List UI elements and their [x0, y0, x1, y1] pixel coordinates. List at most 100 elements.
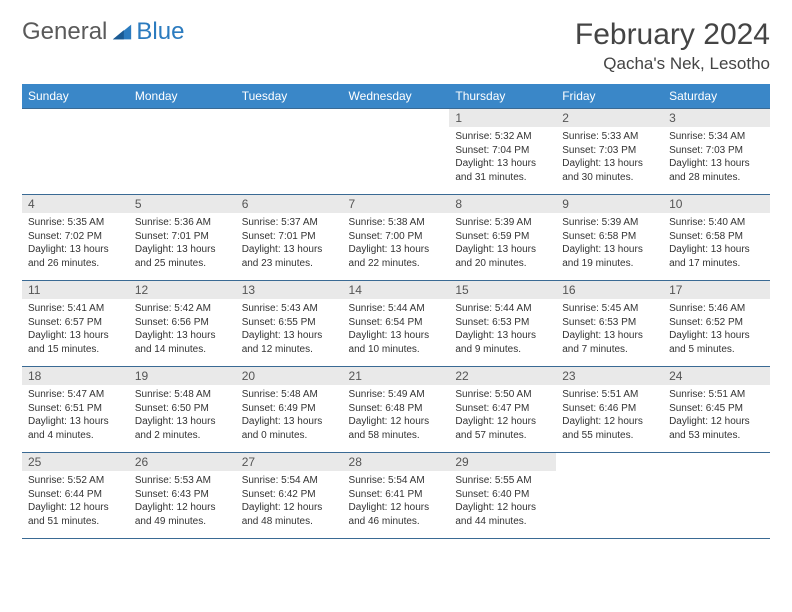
day-header-row: SundayMondayTuesdayWednesdayThursdayFrid…: [22, 84, 770, 109]
calendar-week: 4Sunrise: 5:35 AMSunset: 7:02 PMDaylight…: [22, 195, 770, 281]
calendar-cell: 29Sunrise: 5:55 AMSunset: 6:40 PMDayligh…: [449, 453, 556, 539]
day-details: Sunrise: 5:47 AMSunset: 6:51 PMDaylight:…: [22, 385, 129, 446]
day-number: 19: [129, 367, 236, 385]
calendar-week: 25Sunrise: 5:52 AMSunset: 6:44 PMDayligh…: [22, 453, 770, 539]
calendar-cell: 9Sunrise: 5:39 AMSunset: 6:58 PMDaylight…: [556, 195, 663, 281]
calendar-cell: 20Sunrise: 5:48 AMSunset: 6:49 PMDayligh…: [236, 367, 343, 453]
calendar-cell: 6Sunrise: 5:37 AMSunset: 7:01 PMDaylight…: [236, 195, 343, 281]
day-details: Sunrise: 5:39 AMSunset: 6:58 PMDaylight:…: [556, 213, 663, 274]
day-number: [22, 109, 129, 127]
day-details: Sunrise: 5:54 AMSunset: 6:42 PMDaylight:…: [236, 471, 343, 532]
location: Qacha's Nek, Lesotho: [575, 54, 770, 74]
calendar-week: 18Sunrise: 5:47 AMSunset: 6:51 PMDayligh…: [22, 367, 770, 453]
day-details: Sunrise: 5:40 AMSunset: 6:58 PMDaylight:…: [663, 213, 770, 274]
calendar-cell: 23Sunrise: 5:51 AMSunset: 6:46 PMDayligh…: [556, 367, 663, 453]
calendar-cell: 18Sunrise: 5:47 AMSunset: 6:51 PMDayligh…: [22, 367, 129, 453]
day-details: Sunrise: 5:51 AMSunset: 6:46 PMDaylight:…: [556, 385, 663, 446]
day-details: Sunrise: 5:44 AMSunset: 6:53 PMDaylight:…: [449, 299, 556, 360]
logo-word2: Blue: [136, 18, 184, 46]
day-number: 11: [22, 281, 129, 299]
day-header: Friday: [556, 84, 663, 109]
calendar-cell: 16Sunrise: 5:45 AMSunset: 6:53 PMDayligh…: [556, 281, 663, 367]
day-header: Thursday: [449, 84, 556, 109]
calendar-cell: 10Sunrise: 5:40 AMSunset: 6:58 PMDayligh…: [663, 195, 770, 281]
day-number: 25: [22, 453, 129, 471]
day-details: Sunrise: 5:45 AMSunset: 6:53 PMDaylight:…: [556, 299, 663, 360]
day-number: 18: [22, 367, 129, 385]
day-details: Sunrise: 5:52 AMSunset: 6:44 PMDaylight:…: [22, 471, 129, 532]
calendar-week: 1Sunrise: 5:32 AMSunset: 7:04 PMDaylight…: [22, 109, 770, 195]
day-header: Wednesday: [343, 84, 450, 109]
calendar-cell: [556, 453, 663, 539]
calendar-cell: 26Sunrise: 5:53 AMSunset: 6:43 PMDayligh…: [129, 453, 236, 539]
calendar-cell: [663, 453, 770, 539]
calendar-cell: [343, 109, 450, 195]
calendar-cell: 19Sunrise: 5:48 AMSunset: 6:50 PMDayligh…: [129, 367, 236, 453]
calendar-cell: [129, 109, 236, 195]
day-details: Sunrise: 5:44 AMSunset: 6:54 PMDaylight:…: [343, 299, 450, 360]
calendar-cell: 1Sunrise: 5:32 AMSunset: 7:04 PMDaylight…: [449, 109, 556, 195]
calendar-cell: 17Sunrise: 5:46 AMSunset: 6:52 PMDayligh…: [663, 281, 770, 367]
day-header: Saturday: [663, 84, 770, 109]
month-title: February 2024: [575, 18, 770, 52]
day-details: Sunrise: 5:55 AMSunset: 6:40 PMDaylight:…: [449, 471, 556, 532]
day-details: Sunrise: 5:32 AMSunset: 7:04 PMDaylight:…: [449, 127, 556, 188]
day-number: 8: [449, 195, 556, 213]
calendar-table: SundayMondayTuesdayWednesdayThursdayFrid…: [22, 84, 770, 539]
logo: General Blue: [22, 18, 184, 46]
day-details: Sunrise: 5:48 AMSunset: 6:50 PMDaylight:…: [129, 385, 236, 446]
logo-word1: General: [22, 18, 107, 46]
calendar-cell: 28Sunrise: 5:54 AMSunset: 6:41 PMDayligh…: [343, 453, 450, 539]
day-details: Sunrise: 5:48 AMSunset: 6:49 PMDaylight:…: [236, 385, 343, 446]
calendar-cell: 8Sunrise: 5:39 AMSunset: 6:59 PMDaylight…: [449, 195, 556, 281]
calendar-cell: 12Sunrise: 5:42 AMSunset: 6:56 PMDayligh…: [129, 281, 236, 367]
day-details: Sunrise: 5:35 AMSunset: 7:02 PMDaylight:…: [22, 213, 129, 274]
day-number: 17: [663, 281, 770, 299]
calendar-cell: 13Sunrise: 5:43 AMSunset: 6:55 PMDayligh…: [236, 281, 343, 367]
day-details: Sunrise: 5:39 AMSunset: 6:59 PMDaylight:…: [449, 213, 556, 274]
day-number: 12: [129, 281, 236, 299]
day-details: Sunrise: 5:33 AMSunset: 7:03 PMDaylight:…: [556, 127, 663, 188]
header: General Blue February 2024 Qacha's Nek, …: [22, 18, 770, 74]
calendar-cell: 21Sunrise: 5:49 AMSunset: 6:48 PMDayligh…: [343, 367, 450, 453]
day-details: Sunrise: 5:54 AMSunset: 6:41 PMDaylight:…: [343, 471, 450, 532]
day-number: [343, 109, 450, 127]
calendar-week: 11Sunrise: 5:41 AMSunset: 6:57 PMDayligh…: [22, 281, 770, 367]
calendar-cell: 2Sunrise: 5:33 AMSunset: 7:03 PMDaylight…: [556, 109, 663, 195]
day-number: [556, 453, 663, 471]
day-number: 15: [449, 281, 556, 299]
day-details: Sunrise: 5:42 AMSunset: 6:56 PMDaylight:…: [129, 299, 236, 360]
logo-triangle-icon: [111, 21, 133, 43]
day-number: 4: [22, 195, 129, 213]
day-details: Sunrise: 5:50 AMSunset: 6:47 PMDaylight:…: [449, 385, 556, 446]
day-number: 9: [556, 195, 663, 213]
day-number: 28: [343, 453, 450, 471]
day-number: 13: [236, 281, 343, 299]
day-number: 27: [236, 453, 343, 471]
title-block: February 2024 Qacha's Nek, Lesotho: [575, 18, 770, 74]
calendar-cell: 4Sunrise: 5:35 AMSunset: 7:02 PMDaylight…: [22, 195, 129, 281]
day-number: 10: [663, 195, 770, 213]
calendar-cell: 27Sunrise: 5:54 AMSunset: 6:42 PMDayligh…: [236, 453, 343, 539]
day-number: 7: [343, 195, 450, 213]
day-number: 26: [129, 453, 236, 471]
day-details: Sunrise: 5:53 AMSunset: 6:43 PMDaylight:…: [129, 471, 236, 532]
day-header: Sunday: [22, 84, 129, 109]
day-number: 24: [663, 367, 770, 385]
day-details: Sunrise: 5:43 AMSunset: 6:55 PMDaylight:…: [236, 299, 343, 360]
day-number: [236, 109, 343, 127]
calendar-cell: [22, 109, 129, 195]
day-number: 20: [236, 367, 343, 385]
calendar-cell: 11Sunrise: 5:41 AMSunset: 6:57 PMDayligh…: [22, 281, 129, 367]
calendar-cell: 24Sunrise: 5:51 AMSunset: 6:45 PMDayligh…: [663, 367, 770, 453]
calendar-cell: 5Sunrise: 5:36 AMSunset: 7:01 PMDaylight…: [129, 195, 236, 281]
day-number: 1: [449, 109, 556, 127]
day-number: 6: [236, 195, 343, 213]
day-number: 5: [129, 195, 236, 213]
day-number: 3: [663, 109, 770, 127]
day-number: 16: [556, 281, 663, 299]
day-number: [129, 109, 236, 127]
calendar-cell: 14Sunrise: 5:44 AMSunset: 6:54 PMDayligh…: [343, 281, 450, 367]
calendar-cell: 25Sunrise: 5:52 AMSunset: 6:44 PMDayligh…: [22, 453, 129, 539]
day-details: Sunrise: 5:34 AMSunset: 7:03 PMDaylight:…: [663, 127, 770, 188]
